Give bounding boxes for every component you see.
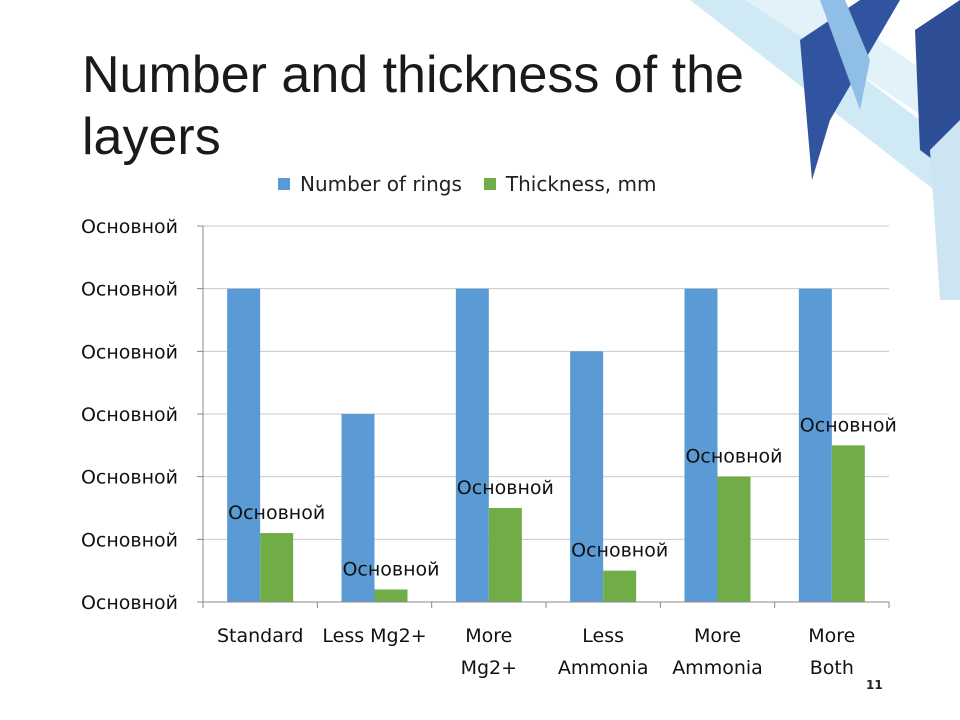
slide-number: 11 <box>866 678 883 692</box>
x-category-label: More <box>465 625 512 647</box>
bar-number-of-rings <box>798 288 832 602</box>
legend-swatch-blue <box>278 178 290 190</box>
y-tick-label: Основной <box>81 592 178 614</box>
y-tick-label: Основной <box>81 467 178 489</box>
bar-number-of-rings <box>227 288 261 602</box>
legend-label-thickness: Thickness, mm <box>505 172 657 196</box>
bar-thickness <box>717 476 751 602</box>
y-tick-label: Основной <box>81 404 178 426</box>
bar-thickness <box>831 445 865 602</box>
bar-thickness <box>260 533 294 602</box>
data-label-thickness: Основной <box>342 558 439 580</box>
data-label-thickness: Основной <box>800 414 897 436</box>
y-tick-label: Основной <box>81 216 178 238</box>
bar-number-of-rings <box>570 351 604 602</box>
data-label-thickness: Основной <box>228 502 325 524</box>
x-category-label: More <box>808 625 855 647</box>
x-category-label: Both <box>810 657 854 679</box>
legend-label-rings: Number of rings <box>300 172 462 196</box>
data-label-thickness: Основной <box>457 477 554 499</box>
decor-ribbon-soft <box>930 120 960 300</box>
x-category-label: Ammonia <box>672 657 763 679</box>
bar-number-of-rings <box>341 414 375 602</box>
bar-thickness <box>603 570 637 602</box>
x-category-label: Less Mg2+ <box>322 625 426 647</box>
legend-item-thickness: Thickness, mm <box>483 172 657 196</box>
x-category-label: Less <box>582 625 624 647</box>
slide-title: Number and thickness of the layers <box>82 46 744 166</box>
x-category-label: Ammonia <box>558 657 649 679</box>
data-label-thickness: Основной <box>571 540 668 562</box>
legend-item-rings: Number of rings <box>278 172 462 196</box>
x-category-label: Mg2+ <box>461 657 517 679</box>
y-tick-label: Основной <box>81 341 178 363</box>
bar-number-of-rings <box>455 288 489 602</box>
legend-swatch-green <box>483 178 496 190</box>
x-category-label: Standard <box>217 625 303 647</box>
y-tick-label: Основной <box>81 279 178 301</box>
x-category-label: More <box>694 625 741 647</box>
bar-number-of-rings <box>684 288 718 602</box>
data-label-thickness: Основной <box>685 446 782 468</box>
decor-ribbon-mid <box>820 0 870 110</box>
bar-thickness <box>488 508 522 602</box>
bar-thickness <box>374 589 408 602</box>
y-tick-label: Основной <box>81 529 178 551</box>
decor-ribbon-dark <box>800 0 900 180</box>
chart-legend: Number of rings Thickness, mm <box>278 170 678 198</box>
